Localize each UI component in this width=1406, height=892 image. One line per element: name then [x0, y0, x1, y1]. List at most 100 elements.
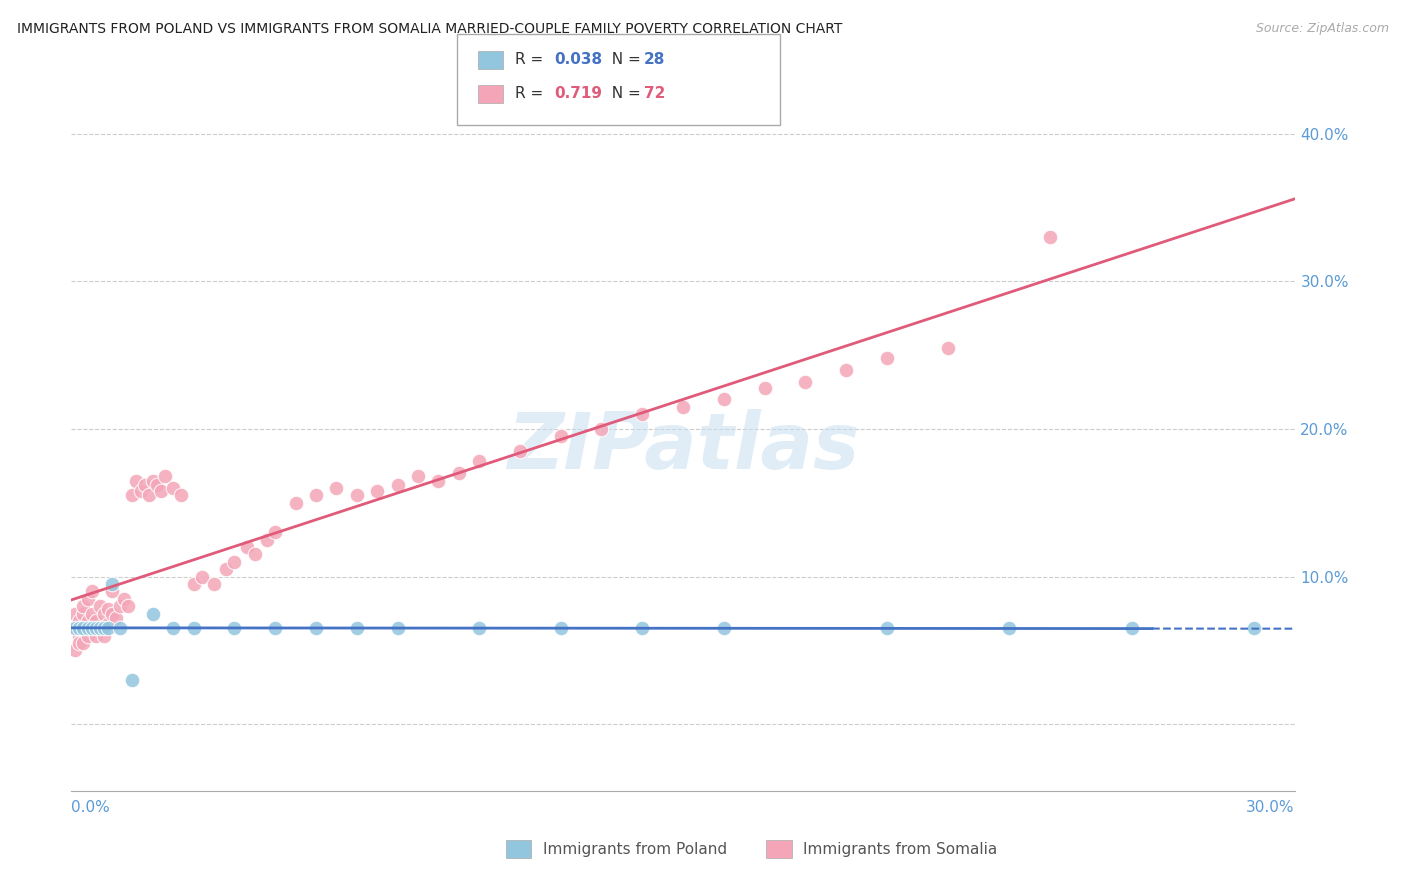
Point	[121, 488, 143, 502]
Point	[112, 591, 135, 606]
Point	[447, 467, 470, 481]
Point	[125, 474, 148, 488]
Point	[101, 577, 124, 591]
Point	[591, 422, 613, 436]
Point	[97, 621, 120, 635]
Point	[93, 621, 115, 635]
Text: R =: R =	[515, 87, 548, 101]
Point	[105, 611, 128, 625]
Point	[183, 577, 205, 591]
Point	[76, 629, 98, 643]
Point	[215, 562, 238, 576]
Point	[550, 621, 572, 635]
Point	[190, 569, 212, 583]
Point	[794, 375, 817, 389]
Point	[80, 621, 103, 635]
Point	[631, 621, 654, 635]
Point	[65, 621, 87, 635]
Point	[876, 351, 898, 365]
Point	[67, 614, 90, 628]
Point	[146, 478, 169, 492]
Point	[387, 621, 409, 635]
Point	[149, 483, 172, 498]
Point	[1121, 621, 1143, 635]
Point	[108, 621, 131, 635]
Point	[138, 488, 160, 502]
Text: 72: 72	[644, 87, 665, 101]
Point	[65, 643, 87, 657]
Point	[65, 621, 87, 635]
Point	[202, 577, 225, 591]
Point	[67, 629, 90, 643]
Point	[142, 607, 165, 621]
Point	[97, 602, 120, 616]
Point	[121, 673, 143, 687]
Text: R =: R =	[515, 53, 548, 67]
Point	[93, 607, 115, 621]
Point	[256, 533, 278, 547]
Point	[713, 392, 735, 407]
Point	[366, 483, 388, 498]
Point	[65, 607, 87, 621]
Point	[76, 591, 98, 606]
Point	[325, 481, 347, 495]
Point	[72, 607, 94, 621]
Point	[243, 548, 266, 562]
Point	[97, 616, 120, 631]
Point	[876, 621, 898, 635]
Point	[129, 483, 152, 498]
Point	[84, 629, 107, 643]
Point	[142, 474, 165, 488]
Point	[76, 621, 98, 635]
Point	[76, 614, 98, 628]
Point	[224, 621, 246, 635]
Point	[101, 607, 124, 621]
Point	[80, 621, 103, 635]
Point	[631, 407, 654, 421]
Point	[80, 584, 103, 599]
Point	[89, 621, 111, 635]
Point	[235, 540, 257, 554]
Point	[672, 400, 695, 414]
Point	[406, 469, 429, 483]
Point	[72, 621, 94, 635]
Point	[305, 488, 328, 502]
Point	[427, 474, 450, 488]
Point	[183, 621, 205, 635]
Point	[162, 621, 184, 635]
Point	[84, 621, 107, 635]
Point	[264, 621, 287, 635]
Point	[468, 621, 491, 635]
Point	[305, 621, 328, 635]
Text: 28: 28	[644, 53, 665, 67]
Point	[346, 621, 368, 635]
Point	[108, 599, 131, 614]
Point	[264, 525, 287, 540]
Text: 0.719: 0.719	[554, 87, 602, 101]
Text: Immigrants from Somalia: Immigrants from Somalia	[803, 842, 997, 856]
Text: Source: ZipAtlas.com: Source: ZipAtlas.com	[1256, 22, 1389, 36]
Point	[153, 469, 176, 483]
Point	[936, 341, 959, 355]
Point	[67, 636, 90, 650]
Point	[550, 429, 572, 443]
Text: Immigrants from Poland: Immigrants from Poland	[543, 842, 727, 856]
Point	[89, 621, 111, 635]
Point	[713, 621, 735, 635]
Point	[117, 599, 139, 614]
Point	[170, 488, 193, 502]
Text: ZIPatlas: ZIPatlas	[508, 409, 859, 485]
Point	[67, 621, 90, 635]
Point	[509, 444, 531, 458]
Point	[468, 454, 491, 468]
Point	[346, 488, 368, 502]
Point	[387, 478, 409, 492]
Text: N =: N =	[602, 87, 645, 101]
Point	[93, 629, 115, 643]
Point	[224, 555, 246, 569]
Point	[72, 599, 94, 614]
Point	[998, 621, 1021, 635]
Text: N =: N =	[602, 53, 645, 67]
Point	[101, 584, 124, 599]
Point	[80, 607, 103, 621]
